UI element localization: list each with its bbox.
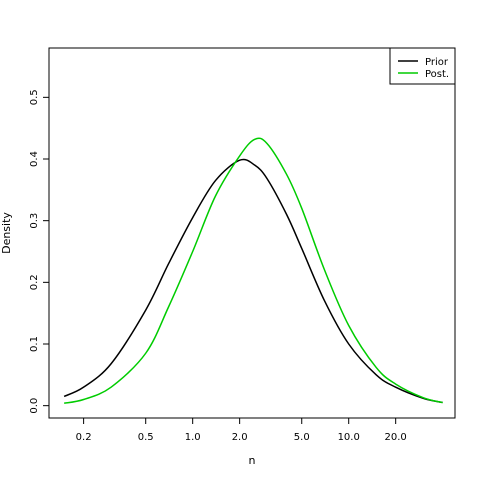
y-tick-label: 0.0	[29, 398, 40, 414]
x-tick-label: 2.0	[232, 432, 248, 443]
series-line-post	[63, 137, 443, 404]
x-tick-label: 10.0	[338, 432, 360, 443]
x-tick-label: 20.0	[385, 432, 407, 443]
series-line-prior	[63, 158, 443, 404]
y-tick-label: 0.3	[29, 213, 40, 229]
legend-box	[389, 47, 456, 85]
y-tick-label: 0.1	[29, 336, 40, 352]
legend-label-post: Post.	[425, 69, 449, 80]
legend: Prior Post.	[389, 47, 456, 85]
y-tick-label: 0.2	[29, 274, 40, 290]
x-tick-label: 0.2	[76, 432, 92, 443]
y-axis-label: Density	[0, 212, 13, 254]
x-axis-label: n	[249, 454, 256, 467]
legend-label-prior: Prior	[425, 57, 449, 68]
x-tick-label: 5.0	[294, 432, 310, 443]
y-tick-label: 0.5	[29, 89, 40, 105]
series-layer	[63, 137, 443, 404]
x-tick-label: 0.5	[138, 432, 154, 443]
y-tick-label: 0.4	[29, 151, 40, 167]
x-tick-label: 1.0	[185, 432, 201, 443]
plot-frame	[48, 47, 456, 419]
